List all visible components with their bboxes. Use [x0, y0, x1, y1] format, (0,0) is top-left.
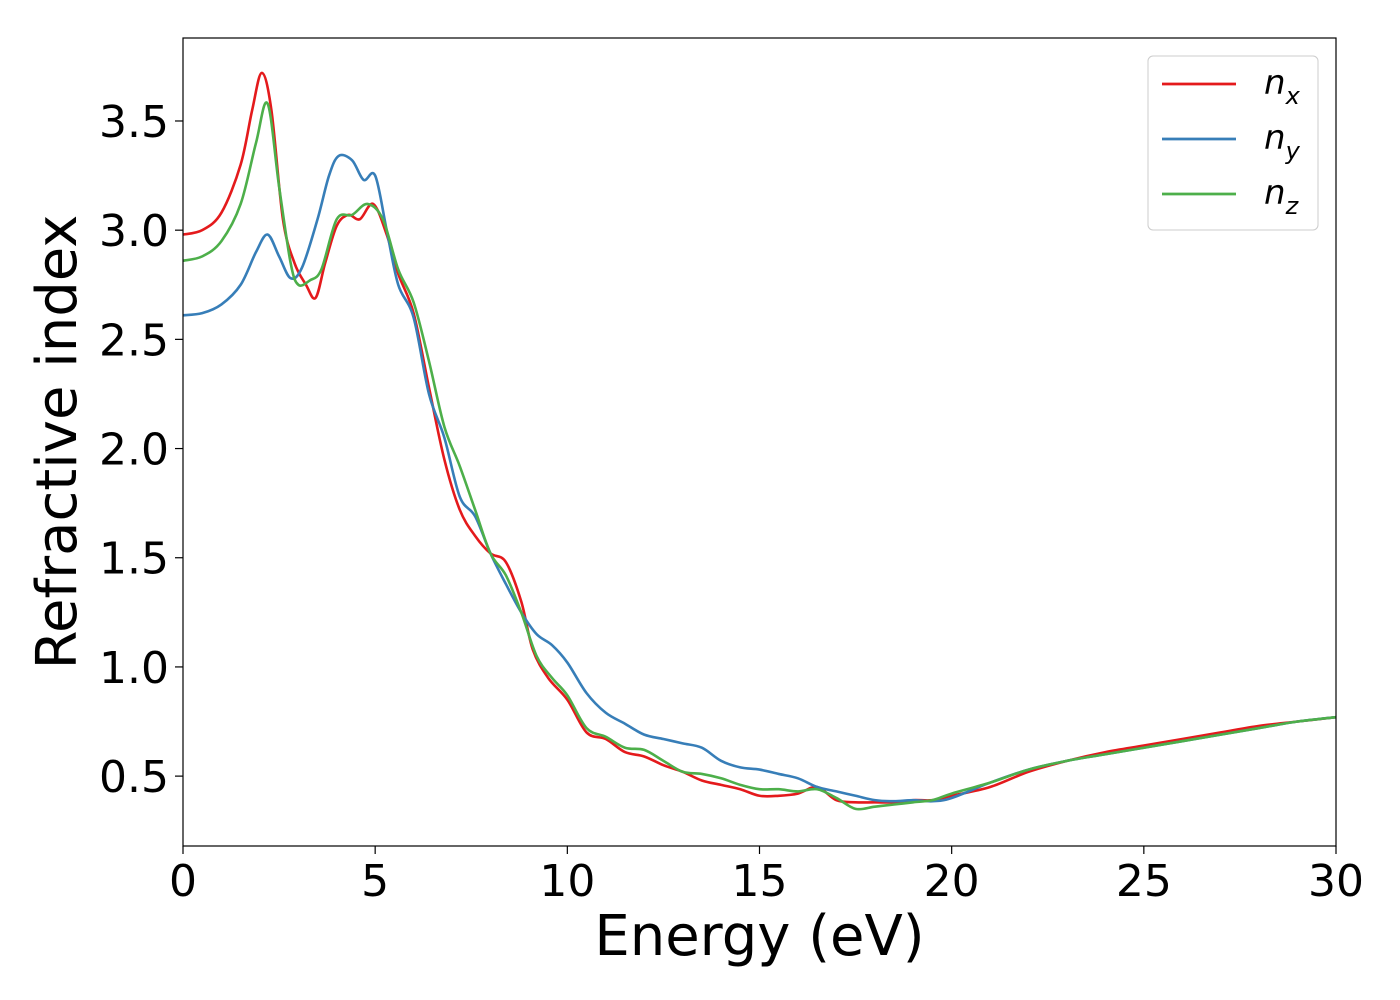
legend-label-z: nz [1264, 173, 1300, 220]
legend-label-subscript: y [1285, 137, 1301, 165]
legend-label-x: nx [1264, 63, 1301, 110]
x-tick-label: 5 [361, 856, 389, 907]
x-axis-label: Energy (eV) [594, 904, 924, 969]
y-axis-label: Refractive index [25, 215, 90, 670]
x-axis-ticks: 0 5 10 15 20 25 30 [169, 846, 1364, 907]
x-tick-label: 30 [1308, 856, 1364, 907]
x-tick-label: 20 [924, 856, 980, 907]
legend-label-base: n [1264, 63, 1286, 103]
series-line-y [183, 153, 1336, 803]
legend-label-subscript: x [1285, 82, 1301, 110]
y-axis-ticks: 0.5 1.0 1.5 2.0 2.5 3.0 3.5 [99, 97, 183, 803]
series-layer [183, 71, 1336, 811]
x-tick-label: 0 [169, 856, 197, 907]
series-line-z [183, 101, 1336, 811]
y-tick-label: 3.0 [99, 206, 169, 257]
legend-label-subscript: z [1285, 192, 1300, 220]
y-tick-label: 1.0 [99, 643, 169, 694]
y-tick-label: 1.5 [99, 534, 169, 585]
y-tick-label: 2.0 [99, 425, 169, 476]
legend-label-y: ny [1264, 118, 1301, 165]
x-tick-label: 10 [539, 856, 595, 907]
x-tick-label: 15 [732, 856, 788, 907]
y-tick-label: 0.5 [99, 752, 169, 803]
y-tick-label: 3.5 [99, 97, 169, 148]
legend-box [1147, 55, 1319, 231]
y-tick-label: 2.5 [99, 315, 169, 366]
x-tick-label: 25 [1116, 856, 1172, 907]
legend-label-base: n [1264, 173, 1286, 213]
legend-label-base: n [1264, 118, 1286, 158]
